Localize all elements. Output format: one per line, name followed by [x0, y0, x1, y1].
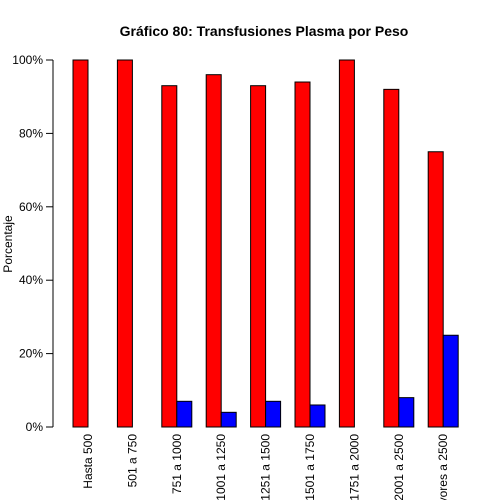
x-tick-label: 751 a 1000 [170, 434, 184, 494]
y-axis: 0% 20% 40% 60% 80% 100% [12, 53, 54, 434]
bar-red [116, 59, 133, 428]
bar-red [338, 59, 355, 428]
bar-red [383, 88, 400, 428]
x-axis-tick-labels: Hasta 500 501 a 750 751 a 1000 1001 a 1250 1… [81, 434, 450, 500]
x-tick-label: 501 a 750 [125, 434, 139, 488]
y-tick-label: 20% [19, 347, 43, 361]
bar-red [250, 85, 267, 428]
x-tick-label: Mayores a 2500 [436, 434, 450, 500]
y-tick-label: 40% [19, 273, 43, 287]
bar-blue [442, 334, 459, 428]
bar-blue [220, 411, 237, 428]
bar-red [294, 81, 311, 428]
bars [72, 59, 459, 428]
x-tick-label: 1751 a 2000 [347, 434, 361, 500]
bar-blue [398, 397, 415, 428]
bar-red [205, 74, 222, 428]
y-axis-label: Porcentaje [1, 215, 15, 273]
bar-blue [176, 400, 193, 428]
chart-title: Gráfico 80: Transfusiones Plasma por Pes… [120, 23, 409, 39]
bar-red [72, 59, 89, 428]
y-tick-label: 80% [19, 126, 43, 140]
y-tick-label: 0% [26, 420, 44, 434]
x-tick-label: 2001 a 2500 [392, 434, 406, 500]
bar-blue [309, 404, 326, 428]
x-tick-label: 1001 a 1250 [214, 434, 228, 500]
x-tick-label: 1251 a 1500 [259, 434, 273, 500]
y-tick-label: 100% [12, 53, 43, 67]
bar-blue [265, 400, 282, 428]
x-tick-label: Hasta 500 [81, 434, 95, 489]
x-tick-label: 1501 a 1750 [303, 434, 317, 500]
bar-red [427, 151, 444, 428]
y-tick-label: 60% [19, 200, 43, 214]
bar-red [161, 85, 178, 428]
